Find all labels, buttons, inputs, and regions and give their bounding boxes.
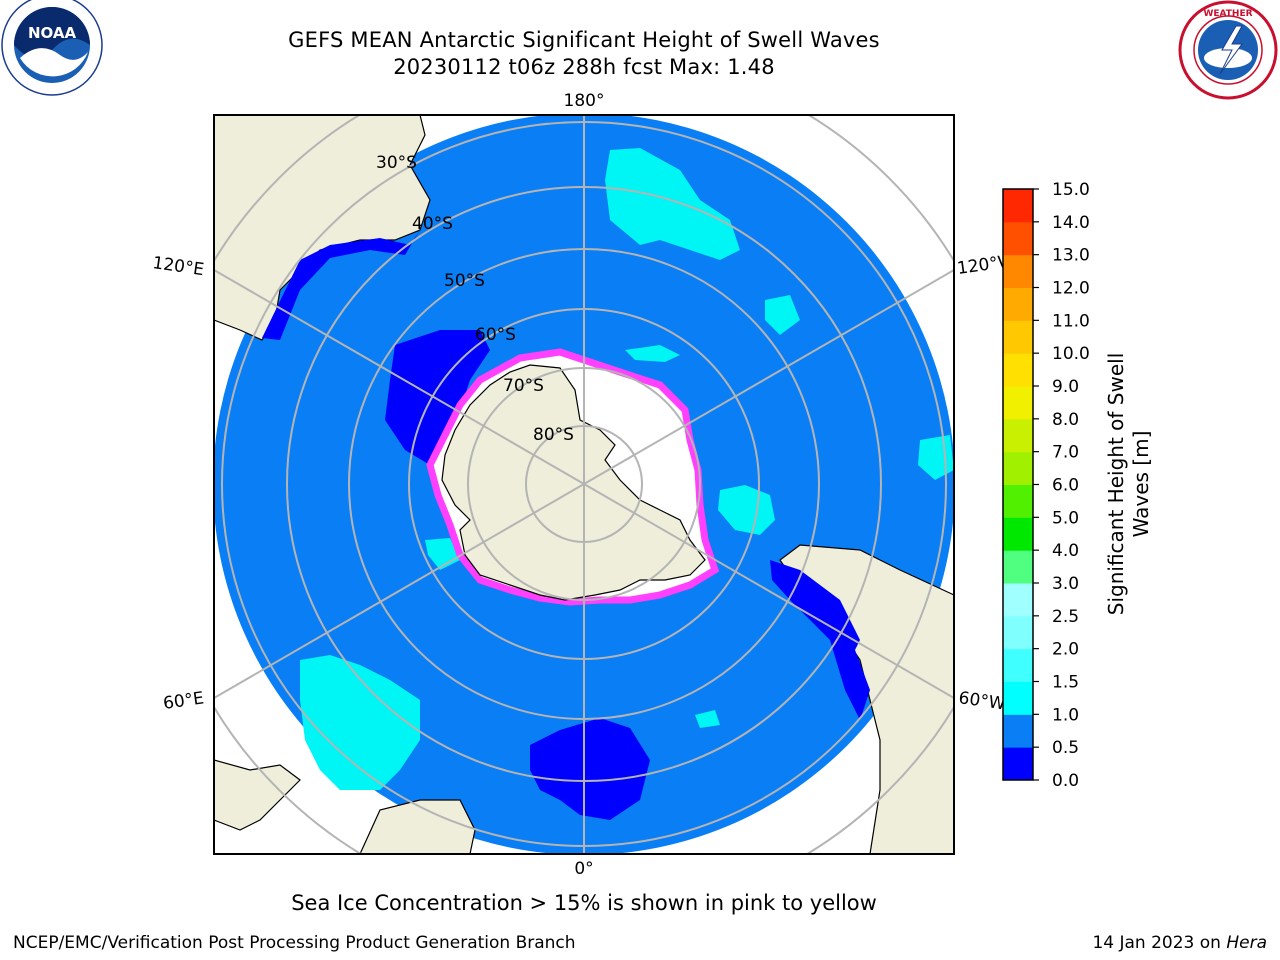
colorbar-segment: [1003, 320, 1033, 354]
colorbar-segment: [1003, 418, 1033, 453]
colorbar-title-line2: Waves [m]: [1129, 431, 1153, 538]
colorbar-tick-label: 15.0: [1052, 180, 1090, 200]
colorbar-tick-label: 6.0: [1052, 476, 1079, 496]
lon-label-0: 0°: [574, 859, 593, 879]
lat-label-80s: 80°S: [533, 425, 574, 445]
colorbar-segment: [1003, 615, 1033, 650]
svg-text:WEATHER: WEATHER: [1203, 9, 1252, 19]
colorbar-segment: [1003, 714, 1033, 748]
colorbar-segment: [1003, 484, 1033, 518]
nws-logo: WEATHER: [1178, 0, 1278, 100]
colorbar-tick-label: 10.0: [1052, 344, 1090, 364]
colorbar-tick-label: 13.0: [1052, 246, 1090, 266]
antarctica-land: [441, 364, 706, 601]
lat-label-70s: 70°S: [503, 376, 544, 396]
colorbar-tick-label: 1.0: [1052, 705, 1079, 725]
noaa-logo: NOAA: [1, 0, 103, 96]
lon-label-60w: 60°W: [957, 688, 1006, 714]
svg-text:NOAA: NOAA: [28, 24, 77, 42]
lon-label-60e: 60°E: [162, 688, 205, 713]
low-swell-regions: [262, 230, 870, 820]
colorbar: [1003, 189, 1033, 781]
colorbar-segment: [1003, 221, 1033, 256]
colorbar-tick-label: 9.0: [1052, 377, 1079, 397]
colorbar-tick-label: 3.0: [1052, 574, 1079, 594]
colorbar-tick-label: 5.0: [1052, 508, 1079, 528]
chart-title: GEFS MEAN Antarctic Significant Height o…: [288, 28, 880, 52]
colorbar-title: Significant Height of Swell Waves [m]: [1104, 353, 1153, 615]
colorbar-tick-label: 14.0: [1052, 213, 1090, 233]
colorbar-tick-label: 12.0: [1052, 279, 1090, 299]
colorbar-tick-label: 1.5: [1052, 673, 1079, 693]
colorbar-segment: [1003, 254, 1033, 288]
colorbar-tick-label: 11.0: [1052, 311, 1090, 331]
colorbar-ticks: 0.0 0.5 1.0 1.5 2.0 2.5 3.0 4.0 5.0 6.0 7.0 8.0 9.0 1…: [1033, 180, 1090, 791]
map-frame: [213, 114, 955, 855]
map-area: [214, 115, 954, 854]
lon-label-120e: 120°E: [151, 253, 205, 280]
colorbar-segment: [1003, 451, 1033, 485]
colorbar-segment: [1003, 517, 1033, 551]
colorbar-tick-label: 0.0: [1052, 771, 1079, 791]
colorbar-tick-label: 4.0: [1052, 541, 1079, 561]
lon-label-180: 180°: [564, 91, 605, 111]
colorbar-segment: [1003, 648, 1033, 682]
colorbar-segment: [1003, 583, 1033, 617]
africa-land-2: [359, 799, 476, 854]
lat-label-40s: 40°S: [412, 214, 453, 234]
chart-subtitle: 20230112 t06z 288h fcst Max: 1.48: [393, 55, 775, 79]
colorbar-segment: [1003, 353, 1033, 387]
colorbar-title-line1: Significant Height of Swell: [1104, 353, 1128, 615]
colorbar-tick-label: 7.0: [1052, 443, 1079, 463]
colorbar-segment: [1003, 287, 1033, 321]
lat-label-60s: 60°S: [475, 325, 516, 345]
colorbar-tick-label: 0.5: [1052, 738, 1079, 758]
footer-date-text: 14 Jan 2023 on: [1092, 933, 1227, 953]
colorbar-segment: [1003, 681, 1033, 715]
footer-date: 14 Jan 2023 on Hera: [1092, 933, 1267, 953]
lat-label-30s: 30°S: [376, 153, 417, 173]
moderate-swell-regions: [300, 148, 954, 790]
lat-label-50s: 50°S: [444, 271, 485, 291]
colorbar-tick-label: 2.0: [1052, 640, 1079, 660]
colorbar-segment: [1003, 550, 1033, 584]
footer-host: Hera: [1226, 933, 1267, 953]
colorbar-segment: [1003, 189, 1033, 223]
colorbar-tick-label: 2.5: [1052, 607, 1079, 627]
footer-credit: NCEP/EMC/Verification Post Processing Pr…: [13, 933, 576, 953]
caption: Sea Ice Concentration > 15% is shown in …: [291, 891, 877, 915]
colorbar-segment: [1003, 386, 1033, 420]
colorbar-segment: [1003, 747, 1033, 781]
graticule: [214, 115, 954, 854]
colorbar-tick-label: 8.0: [1052, 410, 1079, 430]
